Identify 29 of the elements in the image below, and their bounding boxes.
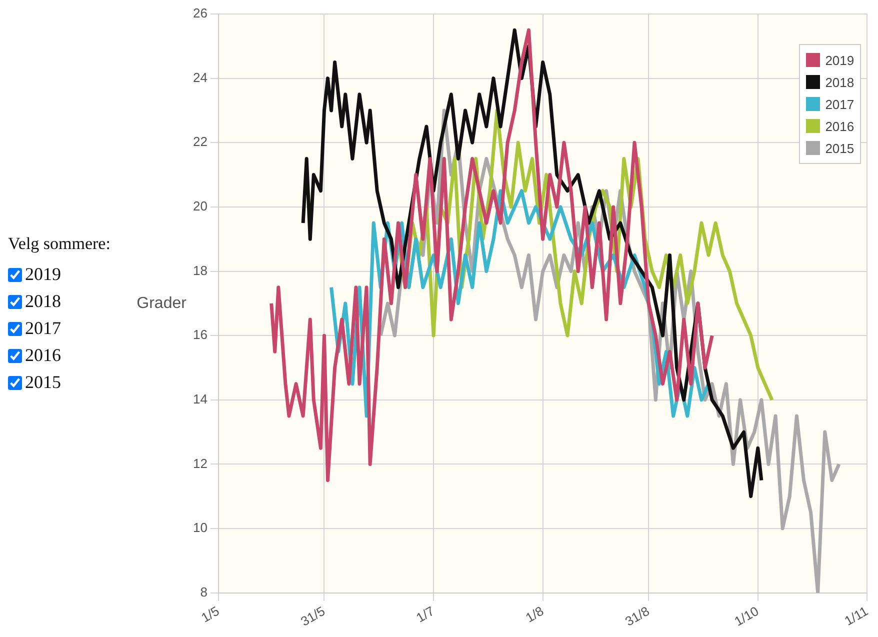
- x-tick-label: 1/11: [842, 603, 870, 628]
- legend-label: 2015: [824, 140, 854, 158]
- y-tick-label: 12: [192, 456, 208, 471]
- x-tick-label: 31/5: [298, 603, 328, 629]
- legend-label: 2016: [824, 118, 854, 136]
- y-tick-label: 22: [192, 134, 208, 150]
- y-axis-title: Grader: [136, 294, 188, 312]
- text: 2016: [25, 345, 61, 365]
- y-tick-label: 10: [192, 520, 208, 536]
- x-tick-label: 1/10: [732, 603, 762, 629]
- legend-label: 2017: [824, 96, 854, 114]
- x-tick-label: 1/5: [198, 603, 222, 626]
- y-tick-label: 16: [192, 327, 208, 342]
- legend-label: 2019: [824, 52, 854, 70]
- y-tick-label: 24: [192, 70, 208, 85]
- x-tick-label: 31/8: [622, 603, 652, 629]
- y-tick-label: 14: [192, 391, 208, 406]
- x-tick-label: 1/7: [414, 603, 437, 626]
- text: 2018: [25, 291, 61, 311]
- x-tick-label: 1/8: [522, 603, 546, 626]
- text: 2019: [25, 264, 61, 284]
- text: 2015: [25, 372, 61, 392]
- text: 2017: [25, 318, 61, 338]
- y-tick-label: 8: [200, 584, 208, 600]
- text: Velg sommere:: [8, 234, 110, 254]
- y-tick-label: 20: [192, 198, 208, 214]
- y-tick-label: 26: [192, 6, 208, 21]
- legend-label: 2018: [824, 74, 854, 92]
- y-tick-label: 18: [192, 262, 208, 278]
